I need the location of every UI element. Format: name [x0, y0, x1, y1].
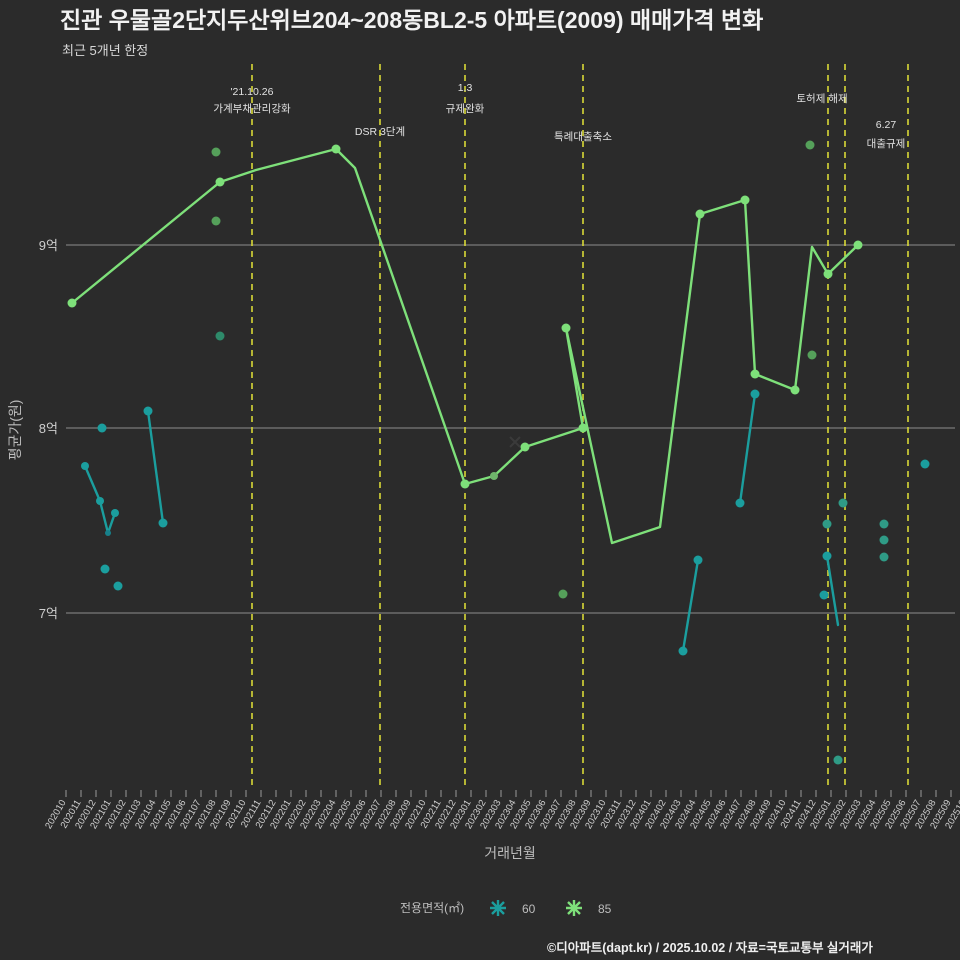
series-60-segment-a [83, 464, 117, 535]
data-point [822, 551, 832, 561]
data-point [578, 423, 588, 433]
data-point [215, 177, 225, 187]
data-point [879, 535, 889, 545]
data-point [822, 519, 832, 529]
series-60-segment-c [681, 558, 700, 653]
data-point [211, 216, 221, 226]
ytick-label-2: 9억 [39, 238, 58, 253]
chart-subtitle: 최근 5개년 한정 [62, 43, 148, 58]
data-point [790, 385, 800, 395]
data-point [460, 479, 470, 489]
data-point [678, 646, 688, 656]
annotation-desc-1: DSR 3단계 [355, 126, 405, 138]
annotation-date-0: '21.10.26 [231, 86, 274, 98]
data-point [833, 755, 843, 765]
data-point [143, 406, 153, 416]
legend: 전용면적(㎡) 60 85 [400, 900, 612, 916]
data-point [920, 459, 930, 469]
data-point [96, 497, 104, 505]
legend-item-85[interactable]: 85 [566, 900, 612, 916]
data-point [740, 195, 750, 205]
marker-cross [509, 436, 521, 448]
legend-marker-icon [566, 900, 582, 916]
annotation-date-6: 6.27 [876, 119, 897, 131]
page-title: 진관 우물골2단지두산위브204~208동BL2-5 아파트(2009) 매매가… [60, 7, 763, 33]
data-point [750, 389, 760, 399]
data-point [823, 269, 833, 279]
data-point [67, 298, 77, 308]
data-point [97, 423, 107, 433]
data-point [879, 519, 889, 529]
x-axis-labels: 2020102020112020122021012021022021032021… [43, 798, 960, 831]
annotation-desc-6: 대출규제 [867, 138, 906, 150]
data-point [113, 581, 123, 591]
data-point [520, 442, 530, 452]
annotation-desc-0: 가계부채관리강화 [213, 103, 291, 115]
data-point [695, 209, 705, 219]
data-point [490, 472, 498, 480]
data-point [693, 555, 703, 565]
legend-item-60[interactable]: 60 [490, 900, 536, 916]
data-point [81, 462, 89, 470]
ytick-label-1: 8억 [39, 421, 58, 436]
data-point [558, 589, 568, 599]
annotation-desc-3: 특례대출축소 [554, 131, 612, 143]
ytick-label-0: 7억 [39, 606, 58, 621]
series-60 [81, 331, 930, 765]
series-60-segment-b [146, 409, 165, 525]
data-point [807, 350, 817, 360]
data-point [879, 552, 889, 562]
y-gridlines [66, 244, 955, 614]
event-annotations: '21.10.26 가계부채관리강화 DSR 3단계 1.3 규제완화 특례대출… [213, 82, 905, 150]
data-point [215, 331, 225, 341]
data-point [105, 530, 111, 536]
series-60-segment-d [738, 392, 757, 505]
data-point [100, 564, 110, 574]
annotation-desc-2: 규제완화 [446, 102, 485, 115]
data-point [819, 590, 829, 600]
data-point [838, 498, 848, 508]
data-point [735, 498, 745, 508]
y-axis-labels: 9억 8억 7억 [39, 238, 58, 621]
legend-label-85: 85 [598, 902, 612, 916]
series-60-segment-e [825, 554, 840, 627]
annotation-date-2: 1.3 [458, 82, 473, 94]
data-point [331, 144, 341, 154]
footer-credit: ©디아파트(dapt.kr) / 2025.10.02 / 자료=국토교통부 실… [547, 940, 873, 955]
y-axis-title: 평균가(원) [7, 400, 23, 461]
data-point [853, 240, 863, 250]
data-point [805, 140, 815, 150]
legend-marker-icon [490, 900, 506, 916]
series-85 [67, 140, 863, 599]
annotation-desc-4: 토허제 해제 [796, 92, 847, 105]
data-point [750, 369, 760, 379]
x-axis-title: 거래년월 [484, 845, 536, 861]
event-vertical-lines [251, 64, 909, 790]
x-axis-ticks [65, 790, 952, 797]
legend-label-60: 60 [522, 902, 536, 916]
data-point [111, 509, 119, 517]
legend-title: 전용면적(㎡) [400, 901, 464, 915]
data-point [158, 518, 168, 528]
data-point [211, 147, 221, 157]
data-point [561, 323, 571, 333]
